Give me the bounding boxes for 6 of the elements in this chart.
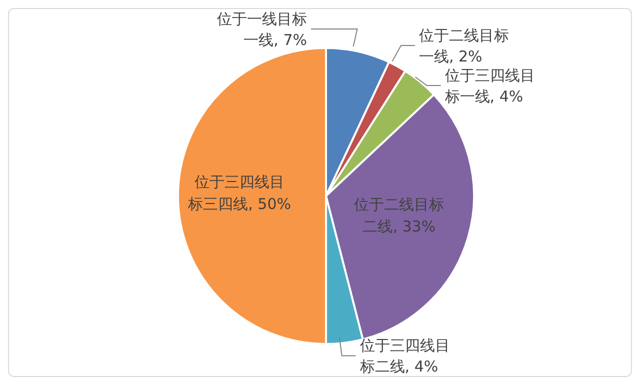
slice-label: 位于三四线目标一线, 4% [444,66,535,106]
slice-label: 位于二线目标二线, 33% [354,196,444,236]
slice-label: 位于三四线目标三四线, 50% [187,173,292,213]
slice-label: 位于一线目标一线, 7% [217,10,307,49]
slice-label: 位于二线目标一线, 2% [418,26,509,66]
slice-label: 位于三四线目标二线, 4% [358,336,450,376]
